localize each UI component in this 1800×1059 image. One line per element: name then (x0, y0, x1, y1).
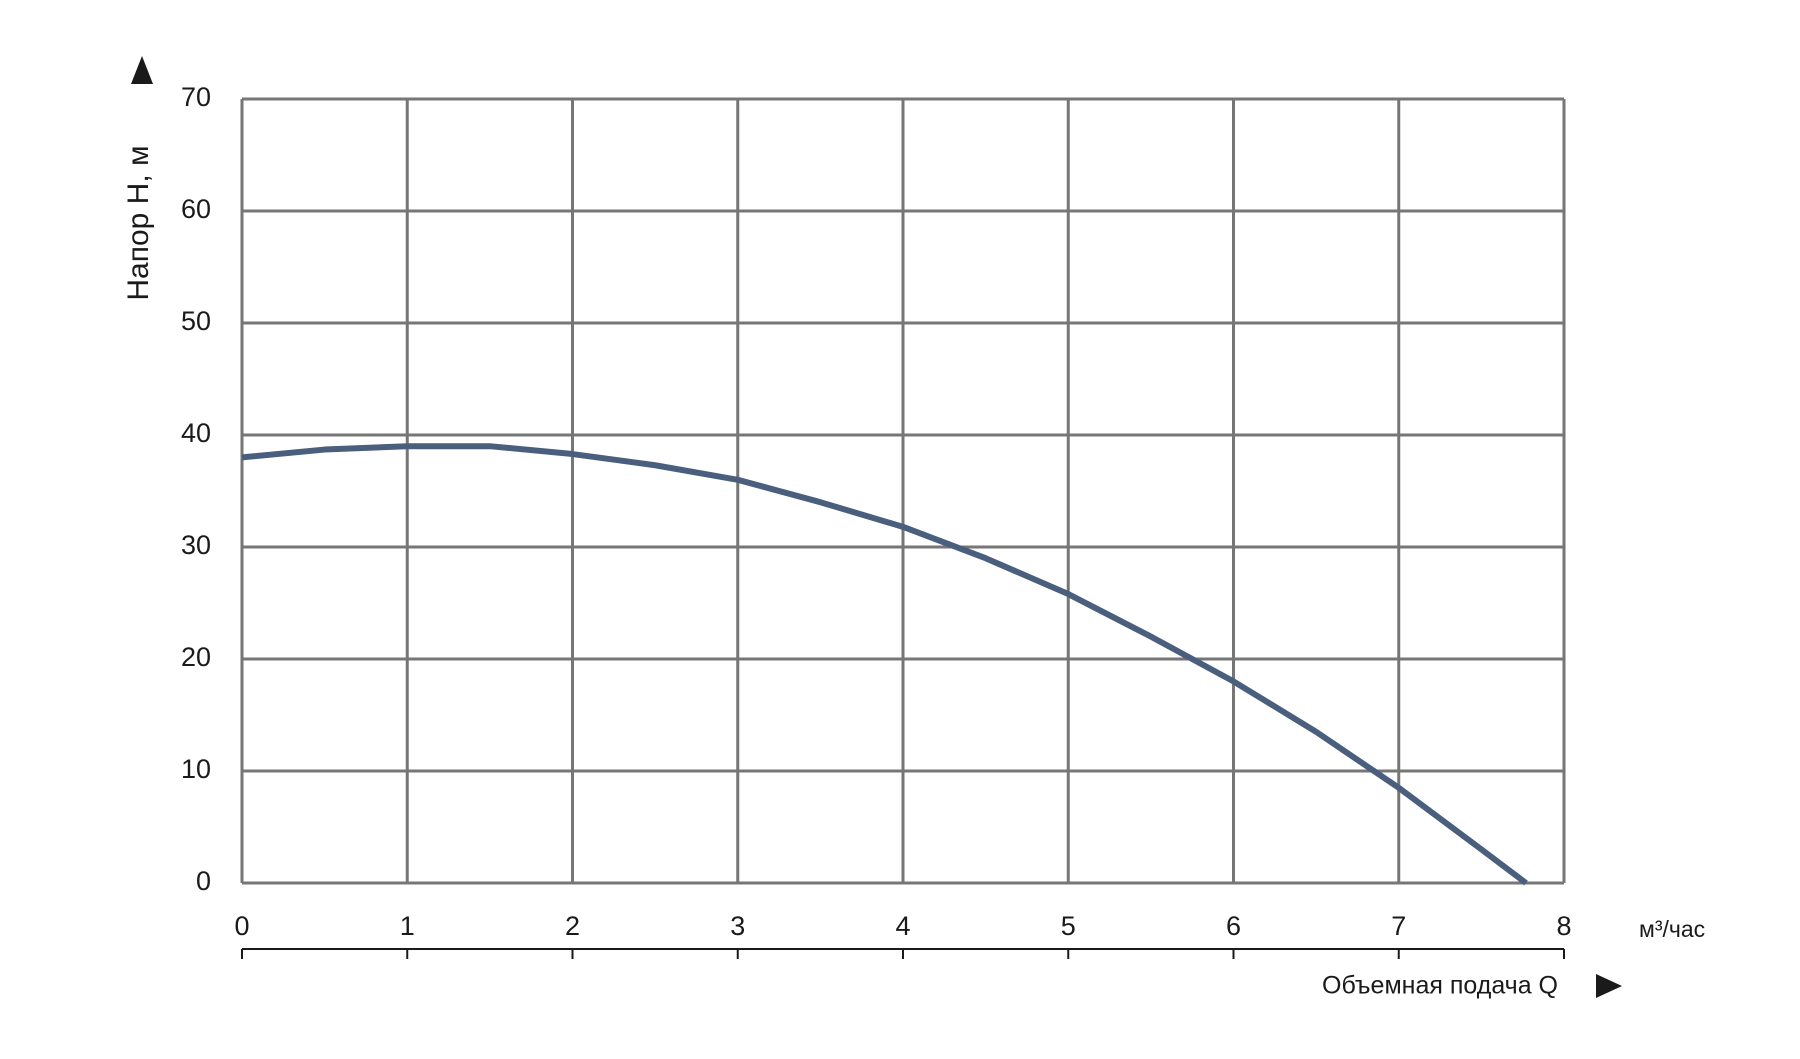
x-tick-label: 6 (1226, 911, 1241, 941)
y-axis-arrow (131, 56, 153, 84)
y-tick-label: 50 (181, 306, 211, 336)
x-tick-label: 3 (730, 911, 745, 941)
y-axis-label: Напор H, м (122, 145, 155, 300)
y-tick-label: 30 (181, 530, 211, 560)
x-tick-label: 4 (895, 911, 910, 941)
y-tick-label: 60 (181, 194, 211, 224)
x-tick-label: 0 (234, 911, 249, 941)
x-tick-label: 5 (1061, 911, 1076, 941)
x-axis-label: Объемная подача Q (1322, 972, 1558, 1000)
x-tick-label: 7 (1391, 911, 1406, 941)
x-tick-label: 2 (565, 911, 580, 941)
y-tick-label: 40 (181, 418, 211, 448)
y-tick-label: 0 (196, 866, 211, 896)
y-tick-label: 20 (181, 642, 211, 672)
y-tick-label: 10 (181, 754, 211, 784)
x-tick-label: 8 (1556, 911, 1571, 941)
x-axis-arrow (1596, 974, 1622, 998)
x-unit: м³/час (1639, 916, 1705, 942)
curve (241, 443, 1528, 886)
x-tick-label: 1 (400, 911, 415, 941)
y-tick-label: 70 (181, 82, 211, 112)
